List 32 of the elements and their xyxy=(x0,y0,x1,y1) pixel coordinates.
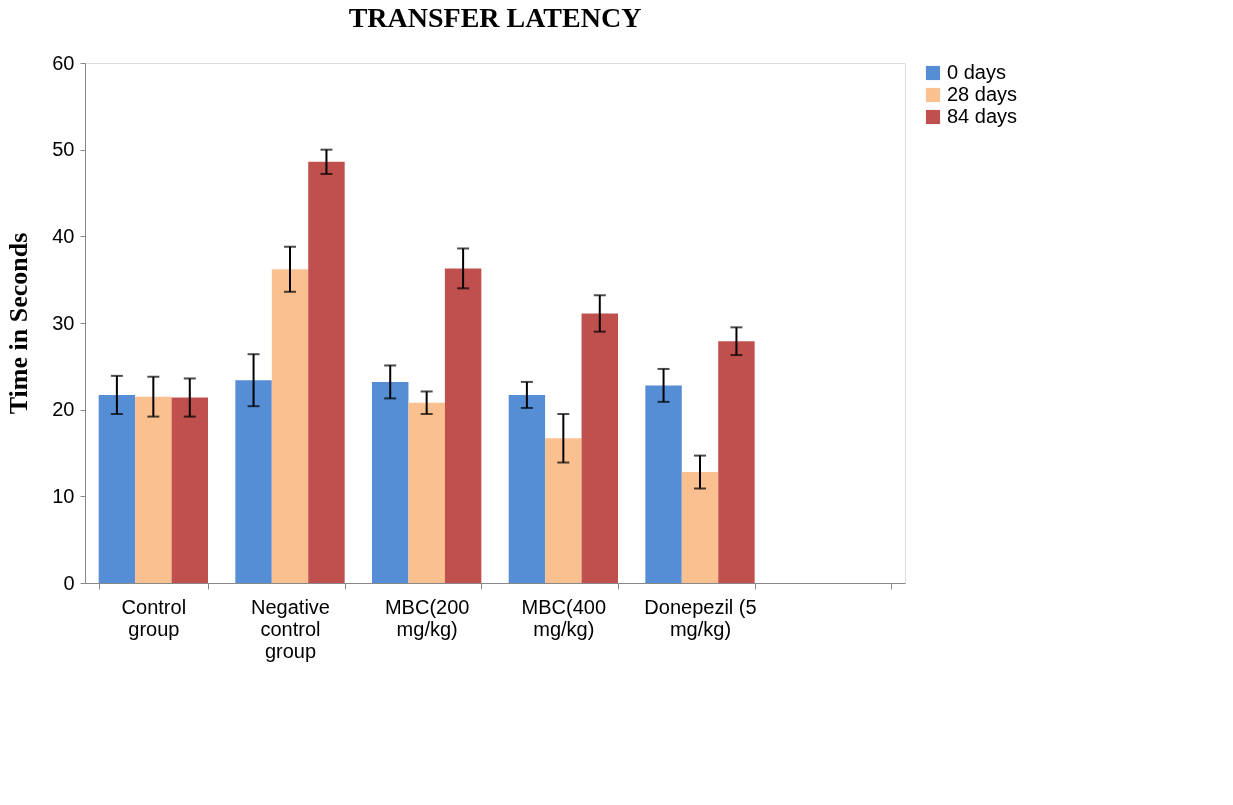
x-tick-label: Control group xyxy=(121,595,187,640)
bar xyxy=(235,380,272,583)
bar xyxy=(545,438,582,583)
bar xyxy=(581,313,618,583)
y-tick-label: 0 xyxy=(63,571,75,594)
y-axis-title: Time in Seconds xyxy=(4,232,34,415)
bar xyxy=(408,402,445,583)
bar xyxy=(98,394,136,583)
bar xyxy=(171,397,208,583)
chart-title: TRANSFER LATENCY xyxy=(348,2,642,33)
legend-label: 84 days xyxy=(947,105,1018,127)
y-tick-label: 50 xyxy=(52,138,75,161)
x-tick-label: MBC(200 mg/kg) xyxy=(384,595,470,640)
x-tick-label: MBC(400 mg/kg) xyxy=(521,595,607,640)
bar xyxy=(308,161,345,583)
y-tick-label: 30 xyxy=(52,311,75,334)
y-tick-label: 60 xyxy=(52,51,75,74)
bar xyxy=(508,394,546,583)
legend-label: 28 days xyxy=(947,83,1018,105)
bar xyxy=(645,385,682,583)
bar xyxy=(135,396,172,583)
bar xyxy=(271,269,309,583)
x-tick-label: Donepezil (5 mg/kg) xyxy=(644,595,757,640)
bar xyxy=(444,268,482,583)
y-tick-label: 10 xyxy=(52,484,75,507)
y-tick-label: 20 xyxy=(52,398,75,421)
legend-label: 0 days xyxy=(947,61,1006,83)
x-tick-label: Negative control group xyxy=(251,595,330,662)
bar xyxy=(718,341,755,583)
y-tick-label: 40 xyxy=(52,224,75,247)
bar xyxy=(372,381,409,583)
bar xyxy=(681,472,719,583)
